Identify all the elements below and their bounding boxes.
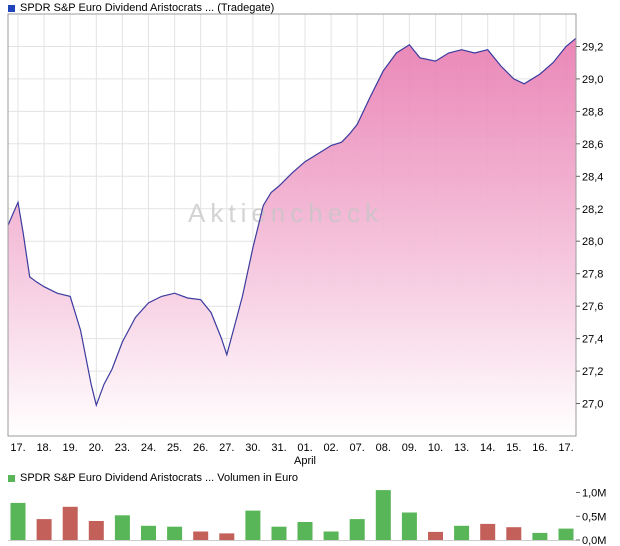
volume-bar [428,531,443,540]
y-tick-label: 28,2 [582,204,603,216]
volume-bar [62,506,78,541]
volume-bar [297,522,313,541]
x-tick-label: 20. [89,442,104,454]
x-tick-label: 10. [428,442,443,454]
price-area [8,38,576,437]
volume-bar [36,519,52,540]
x-tick-label: 15. [506,442,521,454]
price-line [7,37,577,408]
y-tick-label: 27,0 [582,399,603,411]
volume-chart-header: SPDR S&P Euro Dividend Aristocrats ... V… [8,473,298,484]
volume-bar [401,512,417,540]
y-tick-label: 28,6 [582,139,603,151]
y-tick-label: 29,2 [582,42,603,54]
volume-bar [114,515,130,540]
x-tick-label: 07. [350,442,365,454]
volume-bar [323,531,339,540]
y-tick-label: 27,8 [582,269,603,281]
volume-bar [480,523,496,541]
volume-bar [454,525,470,541]
volume-bar [532,532,548,540]
y-tick-label: 27,2 [582,366,603,378]
x-tick-label: 30. [245,442,260,454]
y-tick-label: 28,0 [582,236,603,248]
volume-tick-label: 0,0M [582,535,606,546]
x-tick-label: 16. [532,442,547,454]
price-chart-title: SPDR S&P Euro Dividend Aristocrats ... (… [20,2,275,14]
y-tick-label: 28,4 [582,171,603,183]
volume-bar [349,519,365,540]
volume-bar [245,510,261,540]
volume-bar [506,527,522,540]
volume-bar [558,528,574,540]
x-tick-label: 08. [376,442,391,454]
month-label: April [294,455,316,467]
volume-chart-title: SPDR S&P Euro Dividend Aristocrats ... V… [20,472,298,484]
volume-bar [167,526,183,540]
watermark-text: Aktiencheck [188,198,383,228]
price-plot-border [7,13,577,437]
volume-tick-label: 1,0M [582,488,606,500]
x-tick-label: 02. [323,442,338,454]
volume-bar [219,533,235,541]
volume-bar [141,525,156,541]
volume-bar [271,526,287,540]
y-tick-label: 27,4 [582,334,603,346]
x-tick-label: 01. [297,442,312,454]
x-tick-label: 19. [63,442,78,454]
x-tick-label: 14. [480,442,495,454]
x-tick-label: 18. [36,442,51,454]
x-tick-label: 13. [454,442,469,454]
price-chart-header: SPDR S&P Euro Dividend Aristocrats ... (… [8,3,274,14]
volume-bar [193,531,209,540]
x-tick-label: 26. [193,442,208,454]
x-tick-label: 09. [402,442,417,454]
x-tick-label: 17. [558,442,573,454]
volume-bar [375,490,391,540]
y-tick-label: 29,0 [582,74,603,86]
price-series-marker-icon [8,5,15,12]
volume-series-marker-icon [8,475,15,482]
x-tick-label: 25. [167,442,182,454]
volume-bar [88,521,104,540]
x-tick-label: 27. [219,442,234,454]
y-tick-label: 28,8 [582,106,603,118]
x-tick-label: 31. [271,442,286,454]
x-tick-label: 23. [115,442,130,454]
volume-bar [10,502,26,540]
y-tick-label: 27,6 [582,301,603,313]
x-tick-label: 24. [141,442,156,454]
x-tick-label: 17. [10,442,25,454]
volume-tick-label: 0,5M [582,511,606,523]
